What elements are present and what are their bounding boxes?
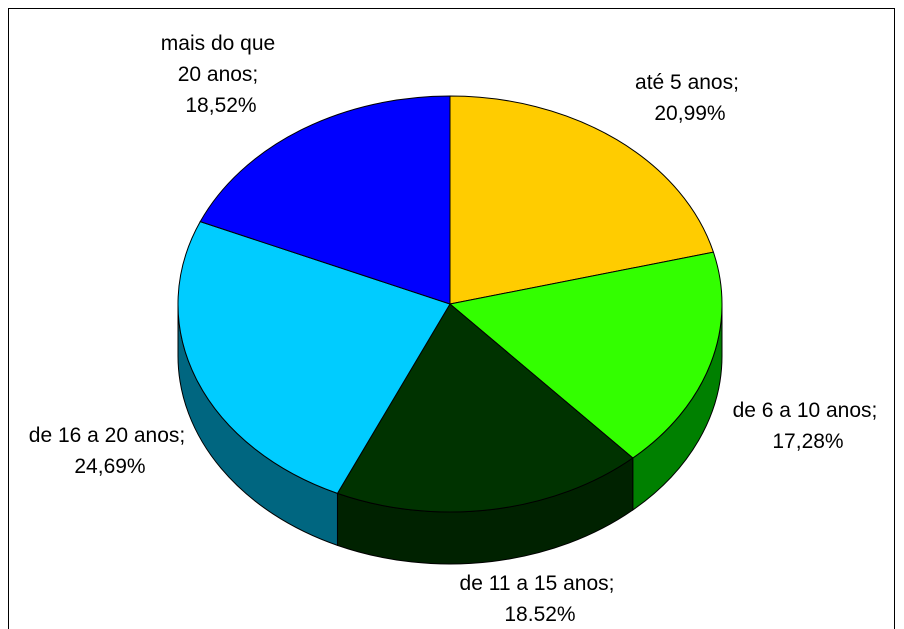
data-label: de 6 a 10 anos; 17,28%: [720, 395, 890, 457]
value-label: 20,99%: [654, 102, 726, 125]
data-label: de 16 a 20 anos; 24,69%: [22, 420, 192, 482]
category-label: até 5 anos;: [635, 71, 739, 94]
value-label: 18,52%: [185, 94, 257, 117]
value-label: 18.52%: [504, 603, 576, 626]
data-label: mais do que 20 anos; 18,52%: [158, 28, 278, 121]
value-label: 24,69%: [74, 455, 146, 478]
category-label: de 11 a 15 anos;: [459, 572, 615, 595]
slice: [199, 95, 451, 305]
slice: [448, 251, 723, 459]
category-label: de 6 a 10 anos;: [732, 399, 878, 422]
slice: [336, 303, 634, 513]
category-label: mais do que 20 anos;: [160, 32, 276, 86]
slice: [177, 221, 451, 494]
data-label: de 11 a 15 anos; 18.52%: [452, 568, 622, 629]
category-label: de 16 a 20 anos;: [28, 424, 186, 447]
data-label: até 5 anos; 20,99%: [612, 67, 762, 129]
slice: [449, 95, 715, 305]
value-label: 17,28%: [772, 430, 844, 453]
chart-frame: [8, 8, 895, 629]
